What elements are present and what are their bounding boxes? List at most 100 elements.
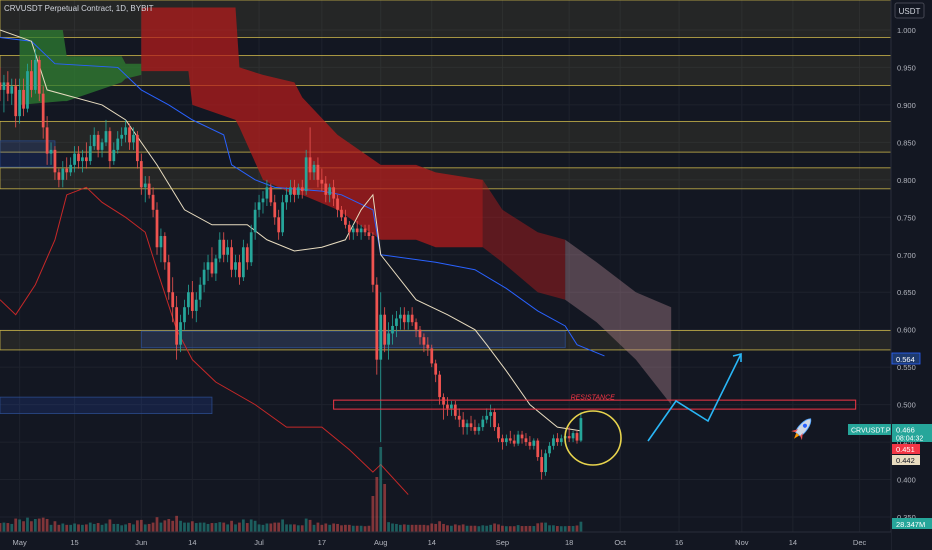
candle[interactable] — [528, 436, 532, 450]
candle[interactable] — [139, 153, 143, 195]
candle[interactable] — [497, 423, 500, 443]
candle[interactable] — [45, 116, 49, 165]
candle[interactable] — [65, 157, 69, 180]
candle[interactable] — [281, 194, 284, 237]
candle[interactable] — [304, 149, 308, 195]
candle[interactable] — [508, 430, 512, 444]
candle[interactable] — [190, 280, 194, 319]
candle[interactable] — [391, 314, 394, 345]
candle[interactable] — [544, 449, 547, 476]
candle[interactable] — [347, 221, 351, 240]
candle[interactable] — [371, 232, 375, 293]
candle[interactable] — [277, 209, 281, 240]
candle[interactable] — [402, 307, 406, 330]
candle[interactable] — [336, 194, 339, 218]
candle[interactable] — [120, 127, 124, 147]
candle[interactable] — [273, 194, 277, 225]
candle[interactable] — [202, 262, 206, 293]
candle[interactable] — [426, 337, 430, 356]
projected-path-arrow[interactable] — [647, 353, 742, 442]
candle[interactable] — [132, 127, 135, 150]
candle[interactable] — [406, 310, 410, 330]
time-axis[interactable]: May 15 Jun 14 Jul 17 Aug 14 Sep 18 Oct 16 Nov 14 Dec — [0, 531, 891, 550]
candle[interactable] — [489, 404, 493, 428]
candle[interactable] — [418, 325, 422, 345]
candle[interactable] — [324, 176, 328, 203]
candle[interactable] — [245, 243, 249, 270]
candle[interactable] — [222, 232, 226, 263]
candle[interactable] — [136, 131, 139, 169]
candle[interactable] — [296, 183, 300, 199]
candle[interactable] — [450, 400, 453, 416]
candle[interactable] — [41, 86, 45, 139]
candle[interactable] — [30, 59, 33, 98]
candle[interactable] — [320, 168, 324, 192]
candle[interactable] — [147, 176, 151, 199]
candle[interactable] — [422, 333, 426, 353]
candle[interactable] — [159, 228, 163, 263]
candle[interactable] — [206, 254, 210, 281]
candle[interactable] — [379, 292, 383, 443]
candle[interactable] — [285, 187, 288, 210]
candle[interactable] — [84, 142, 88, 169]
candle[interactable] — [234, 254, 237, 278]
candle[interactable] — [520, 430, 524, 444]
candle[interactable] — [434, 359, 438, 383]
candle[interactable] — [81, 149, 84, 173]
candle[interactable] — [183, 299, 186, 330]
candle[interactable] — [308, 127, 312, 180]
candle[interactable] — [10, 78, 14, 105]
candle[interactable] — [367, 224, 371, 240]
candle[interactable] — [155, 202, 159, 255]
candle[interactable] — [241, 239, 245, 281]
candle[interactable] — [167, 254, 171, 300]
candle[interactable] — [359, 224, 363, 240]
candle[interactable] — [410, 307, 414, 326]
candle[interactable] — [14, 78, 18, 128]
candle[interactable] — [395, 310, 398, 338]
candle[interactable] — [461, 412, 465, 435]
candle[interactable] — [104, 119, 108, 147]
candle[interactable] — [501, 434, 504, 450]
candle[interactable] — [469, 415, 473, 431]
candle[interactable] — [269, 183, 273, 207]
candle[interactable] — [552, 434, 555, 450]
candle[interactable] — [163, 232, 167, 270]
candle[interactable] — [571, 430, 575, 443]
candle[interactable] — [351, 224, 355, 240]
candle[interactable] — [108, 127, 112, 169]
candle[interactable] — [249, 224, 253, 266]
candle[interactable] — [6, 71, 10, 102]
candle[interactable] — [355, 221, 359, 237]
candle[interactable] — [457, 408, 461, 428]
candle[interactable] — [493, 408, 496, 431]
candle[interactable] — [198, 277, 202, 308]
candle[interactable] — [316, 157, 320, 188]
candle[interactable] — [218, 232, 222, 263]
candle[interactable] — [485, 408, 489, 424]
resistance-zone-box[interactable] — [333, 399, 857, 410]
candle[interactable] — [293, 179, 296, 203]
candle[interactable] — [536, 438, 540, 461]
candle[interactable] — [465, 419, 469, 435]
candle[interactable] — [57, 168, 61, 188]
candle[interactable] — [504, 434, 508, 446]
candle[interactable] — [265, 179, 269, 207]
candle[interactable] — [210, 247, 214, 278]
candle[interactable] — [559, 434, 563, 446]
candle[interactable] — [261, 191, 265, 214]
candle[interactable] — [96, 131, 100, 158]
candle[interactable] — [312, 161, 316, 180]
candle[interactable] — [477, 423, 481, 435]
candle[interactable] — [442, 393, 445, 420]
candle[interactable] — [175, 295, 179, 360]
candle[interactable] — [128, 123, 131, 150]
candle[interactable] — [398, 307, 402, 330]
candle[interactable] — [26, 63, 29, 113]
candle[interactable] — [92, 127, 96, 150]
candle[interactable] — [116, 131, 120, 154]
candle[interactable] — [579, 412, 583, 443]
candle[interactable] — [257, 194, 261, 218]
candle[interactable] — [532, 438, 536, 450]
candle[interactable] — [524, 433, 528, 446]
